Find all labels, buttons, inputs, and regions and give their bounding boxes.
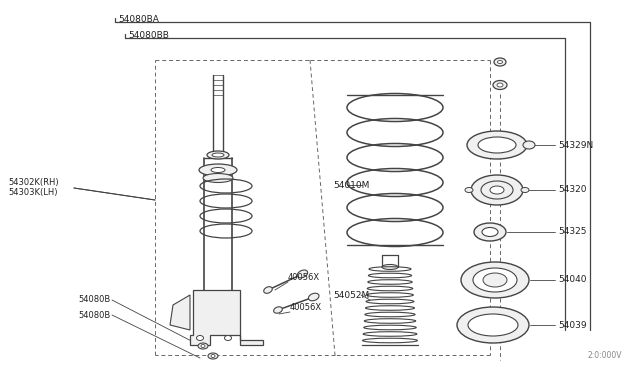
Ellipse shape <box>198 343 208 349</box>
Text: 54052M: 54052M <box>333 291 369 299</box>
Text: 54039: 54039 <box>558 321 587 330</box>
Ellipse shape <box>201 344 205 347</box>
Ellipse shape <box>493 80 507 90</box>
Ellipse shape <box>264 287 272 293</box>
Text: 2:0:000V: 2:0:000V <box>588 350 622 359</box>
Ellipse shape <box>523 141 535 149</box>
Ellipse shape <box>482 228 498 237</box>
Ellipse shape <box>308 293 319 301</box>
Text: 54080BB: 54080BB <box>128 32 169 41</box>
Ellipse shape <box>196 336 204 340</box>
Ellipse shape <box>468 314 518 336</box>
Ellipse shape <box>497 61 502 64</box>
Ellipse shape <box>212 153 224 157</box>
Ellipse shape <box>494 58 506 66</box>
Text: 54303K(LH): 54303K(LH) <box>8 189 58 198</box>
Ellipse shape <box>473 268 517 292</box>
Text: 54320: 54320 <box>558 186 586 195</box>
Ellipse shape <box>208 353 218 359</box>
Ellipse shape <box>465 187 473 192</box>
Polygon shape <box>170 295 190 330</box>
Ellipse shape <box>471 175 523 205</box>
Text: 54040: 54040 <box>558 276 586 285</box>
Ellipse shape <box>497 83 503 87</box>
Ellipse shape <box>207 151 229 159</box>
Ellipse shape <box>297 270 308 278</box>
Ellipse shape <box>521 187 529 192</box>
Text: 54080B: 54080B <box>78 295 110 305</box>
Ellipse shape <box>225 336 232 340</box>
Ellipse shape <box>490 186 504 194</box>
Text: 54010M: 54010M <box>333 180 369 189</box>
Ellipse shape <box>211 167 225 173</box>
Text: 54302K(RH): 54302K(RH) <box>8 179 59 187</box>
Text: 54325: 54325 <box>558 228 586 237</box>
Ellipse shape <box>457 307 529 343</box>
Ellipse shape <box>481 181 513 199</box>
Ellipse shape <box>199 164 237 176</box>
Ellipse shape <box>203 173 233 183</box>
Ellipse shape <box>382 264 398 269</box>
Ellipse shape <box>461 262 529 298</box>
Ellipse shape <box>483 273 507 287</box>
Ellipse shape <box>474 223 506 241</box>
Text: 54080B: 54080B <box>78 311 110 320</box>
Ellipse shape <box>478 137 516 153</box>
Text: 54329N: 54329N <box>558 141 593 150</box>
Ellipse shape <box>467 131 527 159</box>
Polygon shape <box>190 290 263 345</box>
Ellipse shape <box>211 355 215 357</box>
Text: 54080BA: 54080BA <box>118 16 159 25</box>
Text: 40056X: 40056X <box>288 273 320 282</box>
Text: 40056X: 40056X <box>290 304 322 312</box>
Ellipse shape <box>274 307 282 313</box>
